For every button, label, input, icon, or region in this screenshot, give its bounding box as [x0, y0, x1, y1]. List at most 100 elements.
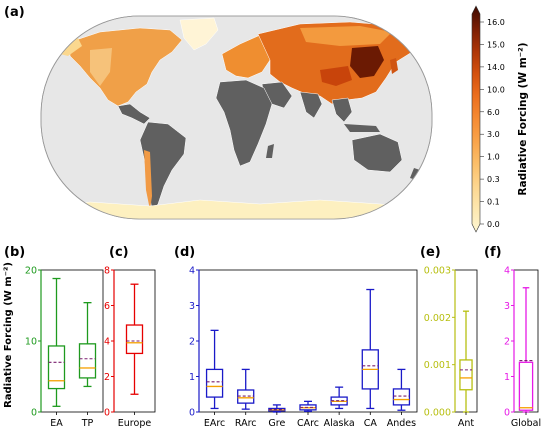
box-panel-b: 0 10 20 EA TP	[25, 266, 104, 429]
y-tick-label: 8	[104, 266, 110, 277]
x-tick-label: Alaska	[324, 418, 355, 429]
y-tick-label: 3	[504, 301, 510, 312]
y-tick-label: 1	[504, 372, 510, 383]
colorbar-tick-label: 16.0	[487, 18, 505, 27]
colorbar-tick-label: 0.0	[487, 220, 500, 229]
land-indonesia	[344, 124, 380, 132]
box-Andes: Andes	[387, 368, 416, 429]
box-EA: EA	[47, 277, 66, 429]
box-RArc: RArc	[235, 368, 257, 429]
box-Europe: Europe	[118, 283, 152, 429]
colorbar-bar	[471, 5, 481, 233]
colorbar-tick-label: 0.3	[487, 175, 500, 184]
panel-label-e: (e)	[420, 245, 441, 260]
colorbar-ticks: 0.0 0.1 0.3 1.0 3.0 6.0 10.0 14.0 15.0 16.0	[480, 18, 505, 229]
box-Alaska: Alaska	[324, 386, 355, 429]
box-EArc: EArc	[204, 329, 225, 429]
land-new-zealand	[410, 168, 420, 180]
y-tick-label: 0.003	[424, 266, 451, 277]
colorbar-tick-label: 14.0	[487, 63, 505, 72]
world-map	[40, 15, 433, 220]
colorbar: 0.0 0.1 0.3 1.0 3.0 6.0 10.0 14.0 15.0 16.0 Radia…	[471, 5, 529, 233]
plot-frame	[198, 269, 418, 413]
y-tick-label: 0.002	[424, 313, 451, 324]
x-tick-label: EA	[50, 418, 63, 429]
x-tick-label: Gre	[268, 418, 285, 429]
box-iqr	[392, 388, 411, 406]
box-panel-d: 0 1 2 3 4 EArc RArc Gre CArc Alaska CA Andes	[189, 266, 418, 429]
panel-label-f: (f)	[484, 245, 502, 260]
x-tick-label: TP	[81, 418, 94, 429]
box-CArc: CArc	[297, 400, 319, 429]
x-tick-label: CA	[364, 418, 378, 429]
land-india	[299, 91, 323, 119]
panel-label-a: (a)	[4, 5, 25, 20]
land-southeast-asia	[331, 97, 353, 123]
land-north-america	[69, 27, 183, 107]
colorbar-tick-label: 1.0	[487, 153, 500, 162]
y-tick-label: 0.001	[424, 360, 451, 371]
y-tick-label: 2	[104, 372, 110, 383]
box-CA: CA	[361, 288, 379, 429]
y-tick-label: 10	[25, 337, 37, 348]
y-tick-label: 3	[189, 301, 195, 312]
panel-label-d: (d)	[174, 245, 195, 260]
land-madagascar	[266, 144, 274, 158]
land-central-america	[117, 103, 151, 125]
colorbar-tick-label: 3.0	[487, 130, 500, 139]
panel-label-c: (c)	[109, 245, 129, 260]
box-Ant: Ant	[458, 310, 474, 429]
box-Gre: Gre	[268, 404, 286, 429]
y-tick-label: 4	[104, 337, 110, 348]
panel-label-b: (b)	[4, 245, 25, 260]
colorbar-tick-label: 0.1	[487, 198, 500, 207]
x-tick-label: Europe	[118, 418, 152, 429]
y-tick-label: 20	[25, 266, 37, 277]
land-australia	[351, 133, 403, 173]
plot-frame	[40, 269, 104, 413]
box-TP: TP	[78, 302, 97, 429]
x-tick-label: Global	[511, 418, 541, 429]
land-andes	[144, 150, 152, 210]
box-Global: Global	[511, 287, 541, 429]
x-tick-label: CArc	[297, 418, 319, 429]
y-tick-label: 6	[104, 301, 110, 312]
box-panel-c: 0 2 4 6 8 Europe	[104, 266, 156, 429]
box-iqr	[47, 345, 66, 390]
box-iqr	[459, 359, 473, 391]
y-tick-label: 0.000	[424, 408, 451, 419]
box-iqr	[125, 324, 144, 355]
box-iqr	[205, 368, 224, 398]
x-tick-label: RArc	[235, 418, 257, 429]
land-siberia-light	[300, 26, 392, 46]
map-outline	[40, 15, 433, 220]
y-tick-label: 2	[504, 337, 510, 348]
land-greenland	[179, 17, 219, 51]
land-africa	[215, 79, 273, 167]
y-tick-label: 0	[189, 408, 195, 419]
box-iqr	[78, 343, 97, 379]
y-tick-label: 0	[104, 408, 110, 419]
y-tick-label: 4	[504, 266, 510, 277]
x-tick-label: EArc	[204, 418, 225, 429]
box-panel-f: 0 1 2 3 4 Global	[504, 266, 541, 430]
land-east-asia-hotspot	[350, 46, 384, 78]
land-tibet	[320, 66, 352, 86]
y-tick-label: 1	[189, 372, 195, 383]
y-tick-label: 0	[504, 408, 510, 419]
map-land	[41, 17, 432, 219]
land-japan	[390, 58, 398, 74]
land-antarctica	[41, 199, 432, 219]
colorbar-tick-label: 10.0	[487, 85, 505, 94]
y-tick-label: 4	[189, 266, 195, 277]
x-tick-label: Andes	[387, 418, 416, 429]
colorbar-label: Radiative Forcing (W m⁻²)	[517, 42, 529, 195]
y-tick-label: 2	[189, 337, 195, 348]
colorbar-tick-label: 6.0	[487, 108, 500, 117]
land-north-america-west	[90, 48, 112, 86]
colorbar-tick-label: 15.0	[487, 40, 505, 49]
y-axis-label-b: Radiative Forcing (W m⁻²)	[3, 262, 14, 408]
y-tick-label: 0	[31, 408, 37, 419]
